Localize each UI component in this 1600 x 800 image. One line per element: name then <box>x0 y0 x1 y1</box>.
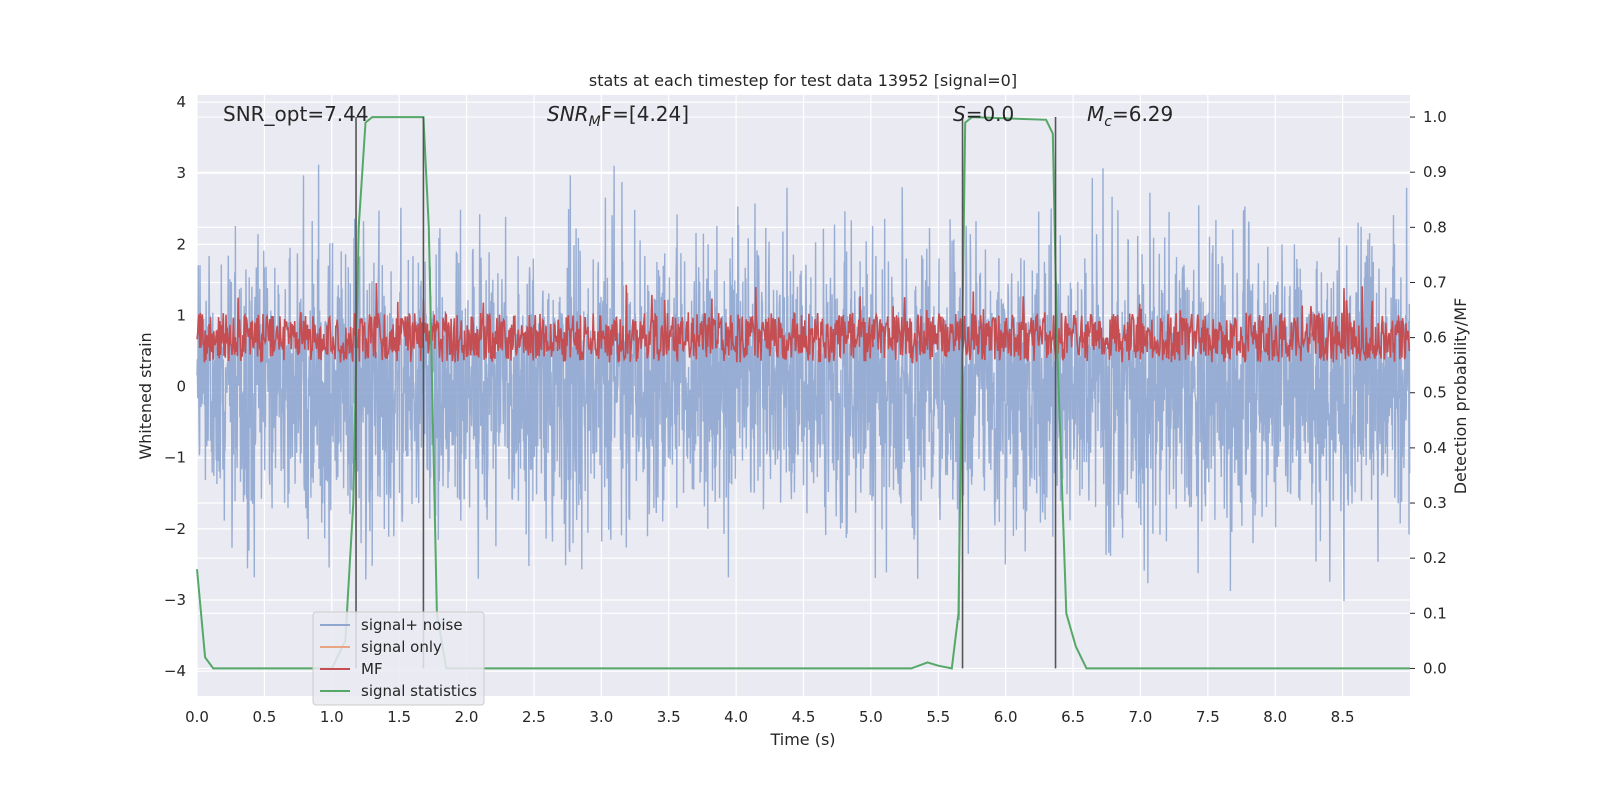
signal-noise-line <box>196 164 1411 621</box>
y2-tick-label: 0.5 <box>1423 384 1447 402</box>
annotation-s: S=0.0 <box>953 102 1014 126</box>
y-tick-label: 4 <box>176 93 186 111</box>
x-tick-label: 6.0 <box>994 708 1018 726</box>
y-tick-label: −3 <box>164 591 186 609</box>
y-tick-label: −4 <box>164 662 186 680</box>
y-ticks-left: 4 3 2 1 0 −1 −2 −3 −4 <box>164 93 186 680</box>
snr-mf-suffix: F=[4.24] <box>601 102 689 126</box>
signal-noise-series <box>196 164 1411 621</box>
x-tick-label: 2.5 <box>522 708 546 726</box>
mc-sub: c <box>1104 114 1112 130</box>
legend-label-signal-only: signal only <box>361 638 442 656</box>
y2-tick-label: 0.1 <box>1423 604 1447 622</box>
x-tick-label: 7.0 <box>1129 708 1153 726</box>
legend: signal+ noise signal only MF signal stat… <box>312 611 485 706</box>
legend-label-signal-stats: signal statistics <box>361 682 477 700</box>
y2-tick-label: 1.0 <box>1423 108 1447 126</box>
x-tick-label: 6.5 <box>1061 708 1085 726</box>
x-tick-label: 0.0 <box>185 708 209 726</box>
y2-tick-label: 0.8 <box>1423 218 1447 236</box>
y-tick-label: 0 <box>176 378 186 396</box>
y2-tick-label: 0.0 <box>1423 659 1447 677</box>
y2-tick-label: 0.4 <box>1423 439 1447 457</box>
x-tick-label: 0.5 <box>252 708 276 726</box>
y-tick-label: 3 <box>176 164 186 182</box>
s-prefix: S <box>953 102 966 126</box>
s-suffix: =0.0 <box>966 102 1015 126</box>
mc-prefix: M <box>1087 102 1104 126</box>
legend-label-signal-noise: signal+ noise <box>361 616 463 634</box>
x-tick-label: 4.0 <box>724 708 748 726</box>
annotation-snr-opt: SNR_opt=7.44 <box>223 102 369 126</box>
x-tick-label: 8.0 <box>1263 708 1287 726</box>
x-tick-label: 5.0 <box>859 708 883 726</box>
x-tick-label: 3.0 <box>589 708 613 726</box>
snr-mf-sub: M <box>589 114 601 130</box>
x-tick-label: 1.0 <box>320 708 344 726</box>
x-tick-label: 1.5 <box>387 708 411 726</box>
y-tick-label: 2 <box>176 235 186 253</box>
x-tick-label: 7.5 <box>1196 708 1220 726</box>
y-ticks-right: 1.0 0.9 0.8 0.7 0.6 0.5 0.4 0.3 0.2 0.1 0.0 <box>1410 108 1447 677</box>
legend-box <box>312 611 485 706</box>
y2-tick-label: 0.7 <box>1423 273 1447 291</box>
y2-axis-label: Detection probability/MF <box>1451 298 1470 495</box>
x-tick-label: 3.5 <box>657 708 681 726</box>
detection-vertical-lines <box>355 117 1057 669</box>
x-tick-label: 2.0 <box>455 708 479 726</box>
annotation-mc: Mc=6.29 <box>1087 102 1173 130</box>
x-tick-label: 4.5 <box>792 708 816 726</box>
y-tick-label: −2 <box>164 520 186 538</box>
legend-label-mf: MF <box>361 660 383 678</box>
snr-mf-prefix: SNR <box>547 102 589 126</box>
y2-tick-label: 0.9 <box>1423 163 1447 181</box>
x-tick-label: 8.5 <box>1331 708 1355 726</box>
mc-suffix: =6.29 <box>1112 102 1173 126</box>
x-axis-label: Time (s) <box>769 730 835 749</box>
mf-line <box>196 282 1411 364</box>
y2-tick-label: 0.6 <box>1423 329 1447 347</box>
mf-series <box>196 282 1411 364</box>
y-tick-label: 1 <box>176 306 186 324</box>
y-axis-label: Whitened strain <box>136 332 155 459</box>
y2-tick-label: 0.2 <box>1423 549 1447 567</box>
y2-tick-label: 0.3 <box>1423 494 1447 512</box>
y-tick-label: −1 <box>164 449 186 467</box>
x-ticks: 0.0 0.5 1.0 1.5 2.0 2.5 3.0 3.5 4.0 4.5 5.0 5.5 6.0 6… <box>185 708 1354 726</box>
annotation-snr-mf: SNRMF=[4.24] <box>547 102 689 130</box>
x-tick-label: 5.5 <box>926 708 950 726</box>
chart-title: stats at each timestep for test data 139… <box>589 71 1017 90</box>
